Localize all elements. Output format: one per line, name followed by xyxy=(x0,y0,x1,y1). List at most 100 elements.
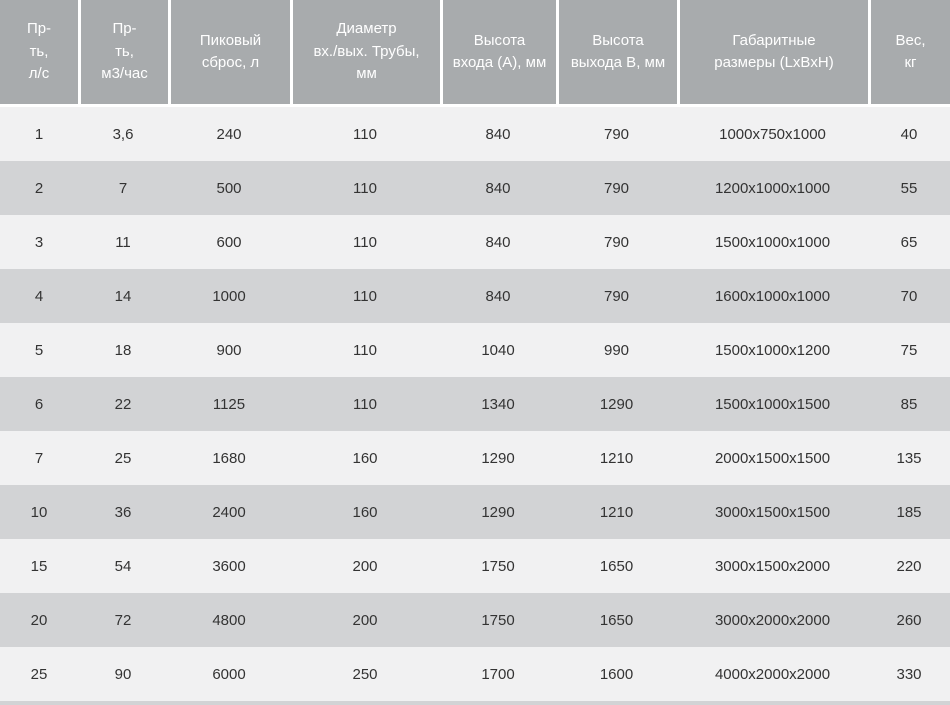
column-header-peak-discharge: Пиковый сброс, л xyxy=(168,0,290,107)
table-cell: 40 xyxy=(868,107,950,161)
table-cell: 840 xyxy=(440,269,556,323)
column-header-outlet-height: Высота выхода В, мм xyxy=(556,0,677,107)
table-row: 20 72 4800 200 1750 1650 3000x2000x2000 260 xyxy=(0,593,950,647)
column-header-inlet-height: Высота входа (А), мм xyxy=(440,0,556,107)
table-cell: 1650 xyxy=(556,539,677,593)
table-cell: 110 xyxy=(290,269,440,323)
table-cell: 3 xyxy=(0,215,78,269)
table-cell: 2 xyxy=(0,161,78,215)
table-cell: 1 xyxy=(0,107,78,161)
table-cell: 330 xyxy=(868,647,950,701)
table-cell: 20 xyxy=(0,593,78,647)
table-cell: 7 xyxy=(78,161,168,215)
column-header-overall-dimensions: Габаритные размеры (LxBxH) xyxy=(677,0,868,107)
table-cell: 1340 xyxy=(440,377,556,431)
column-header-productivity-m3h: Пр- ть, м3/час xyxy=(78,0,168,107)
table-cell: 250 xyxy=(290,647,440,701)
table-cell: 1680 xyxy=(168,431,290,485)
table-cell: 1210 xyxy=(556,431,677,485)
table-cell: 1290 xyxy=(440,431,556,485)
table-cell: 1600 xyxy=(556,647,677,701)
table-cell: 2400 xyxy=(168,485,290,539)
table-cell: 2000x1500x1500 xyxy=(677,431,868,485)
table-row: 4 14 1000 110 840 790 1600x1000x1000 70 xyxy=(0,269,950,323)
header-row: Пр- ть, л/с Пр- ть, м3/час Пиковый сброс, … xyxy=(0,0,950,107)
table-cell: 160 xyxy=(290,485,440,539)
table-cell: 4 xyxy=(0,269,78,323)
table-cell: 110 xyxy=(290,161,440,215)
table-cell: 790 xyxy=(556,161,677,215)
table-row: 2 7 500 110 840 790 1200x1000x1000 55 xyxy=(0,161,950,215)
table-cell: 840 xyxy=(440,107,556,161)
table-cell: 75 xyxy=(868,323,950,377)
table-cell: 3000x1500x2000 xyxy=(677,539,868,593)
table-cell: 1500x1000x1000 xyxy=(677,215,868,269)
table-cell: 790 xyxy=(556,107,677,161)
table-row: 25 90 6000 250 1700 1600 4000x2000x2000 330 xyxy=(0,647,950,701)
table-cell: 70 xyxy=(868,269,950,323)
table-cell: 135 xyxy=(868,431,950,485)
table-cell: 1500x1000x1200 xyxy=(677,323,868,377)
table-cell: 1000 xyxy=(168,269,290,323)
table-cell: 6 xyxy=(0,377,78,431)
column-header-weight: Вес, кг xyxy=(868,0,950,107)
table-body: 1 3,6 240 110 840 790 1000x750x1000 40 2 7 500 110 8… xyxy=(0,107,950,701)
table-header: Пр- ть, л/с Пр- ть, м3/час Пиковый сброс, … xyxy=(0,0,950,107)
table-row: 3 11 600 110 840 790 1500x1000x1000 65 xyxy=(0,215,950,269)
table-row: 6 22 1125 110 1340 1290 1500x1000x1500 85 xyxy=(0,377,950,431)
table-cell: 1750 xyxy=(440,593,556,647)
table-cell: 840 xyxy=(440,161,556,215)
table-cell: 1500x1000x1500 xyxy=(677,377,868,431)
table-cell: 3,6 xyxy=(78,107,168,161)
table-cell: 600 xyxy=(168,215,290,269)
table-cell: 25 xyxy=(0,647,78,701)
table-cell: 15 xyxy=(0,539,78,593)
table-cell: 3600 xyxy=(168,539,290,593)
table-cell: 990 xyxy=(556,323,677,377)
table-cell: 5 xyxy=(0,323,78,377)
table-cell: 110 xyxy=(290,323,440,377)
table-cell: 18 xyxy=(78,323,168,377)
table-cell: 4800 xyxy=(168,593,290,647)
table-cell: 90 xyxy=(78,647,168,701)
table-cell: 22 xyxy=(78,377,168,431)
table-cell: 85 xyxy=(868,377,950,431)
table-cell: 10 xyxy=(0,485,78,539)
table-cell: 790 xyxy=(556,215,677,269)
table-cell: 1040 xyxy=(440,323,556,377)
table-cell: 1650 xyxy=(556,593,677,647)
table-row: 10 36 2400 160 1290 1210 3000x1500x1500 185 xyxy=(0,485,950,539)
table-cell: 840 xyxy=(440,215,556,269)
table-cell: 1290 xyxy=(556,377,677,431)
table-cell: 110 xyxy=(290,377,440,431)
table-cell: 72 xyxy=(78,593,168,647)
table-cell: 65 xyxy=(868,215,950,269)
table-cell: 790 xyxy=(556,269,677,323)
table-cell: 55 xyxy=(868,161,950,215)
table-cell: 1290 xyxy=(440,485,556,539)
table-cell: 1210 xyxy=(556,485,677,539)
table-cell: 110 xyxy=(290,215,440,269)
column-header-pipe-diameter: Диаметр вх./вых. Трубы, мм xyxy=(290,0,440,107)
table-cell: 160 xyxy=(290,431,440,485)
table-cell: 1200x1000x1000 xyxy=(677,161,868,215)
table-row: 15 54 3600 200 1750 1650 3000x1500x2000 220 xyxy=(0,539,950,593)
table-cell: 200 xyxy=(290,593,440,647)
table-cell: 1700 xyxy=(440,647,556,701)
table-cell: 260 xyxy=(868,593,950,647)
table-cell: 11 xyxy=(78,215,168,269)
table-cell: 110 xyxy=(290,107,440,161)
table-cell: 4000x2000x2000 xyxy=(677,647,868,701)
table-cell: 500 xyxy=(168,161,290,215)
next-row-cutoff-strip xyxy=(0,701,950,705)
table-cell: 6000 xyxy=(168,647,290,701)
table-cell: 14 xyxy=(78,269,168,323)
column-header-productivity-ls: Пр- ть, л/с xyxy=(0,0,78,107)
table-cell: 3000x2000x2000 xyxy=(677,593,868,647)
table-cell: 54 xyxy=(78,539,168,593)
table-cell: 1125 xyxy=(168,377,290,431)
table-cell: 1600x1000x1000 xyxy=(677,269,868,323)
table-cell: 7 xyxy=(0,431,78,485)
table-cell: 1000x750x1000 xyxy=(677,107,868,161)
